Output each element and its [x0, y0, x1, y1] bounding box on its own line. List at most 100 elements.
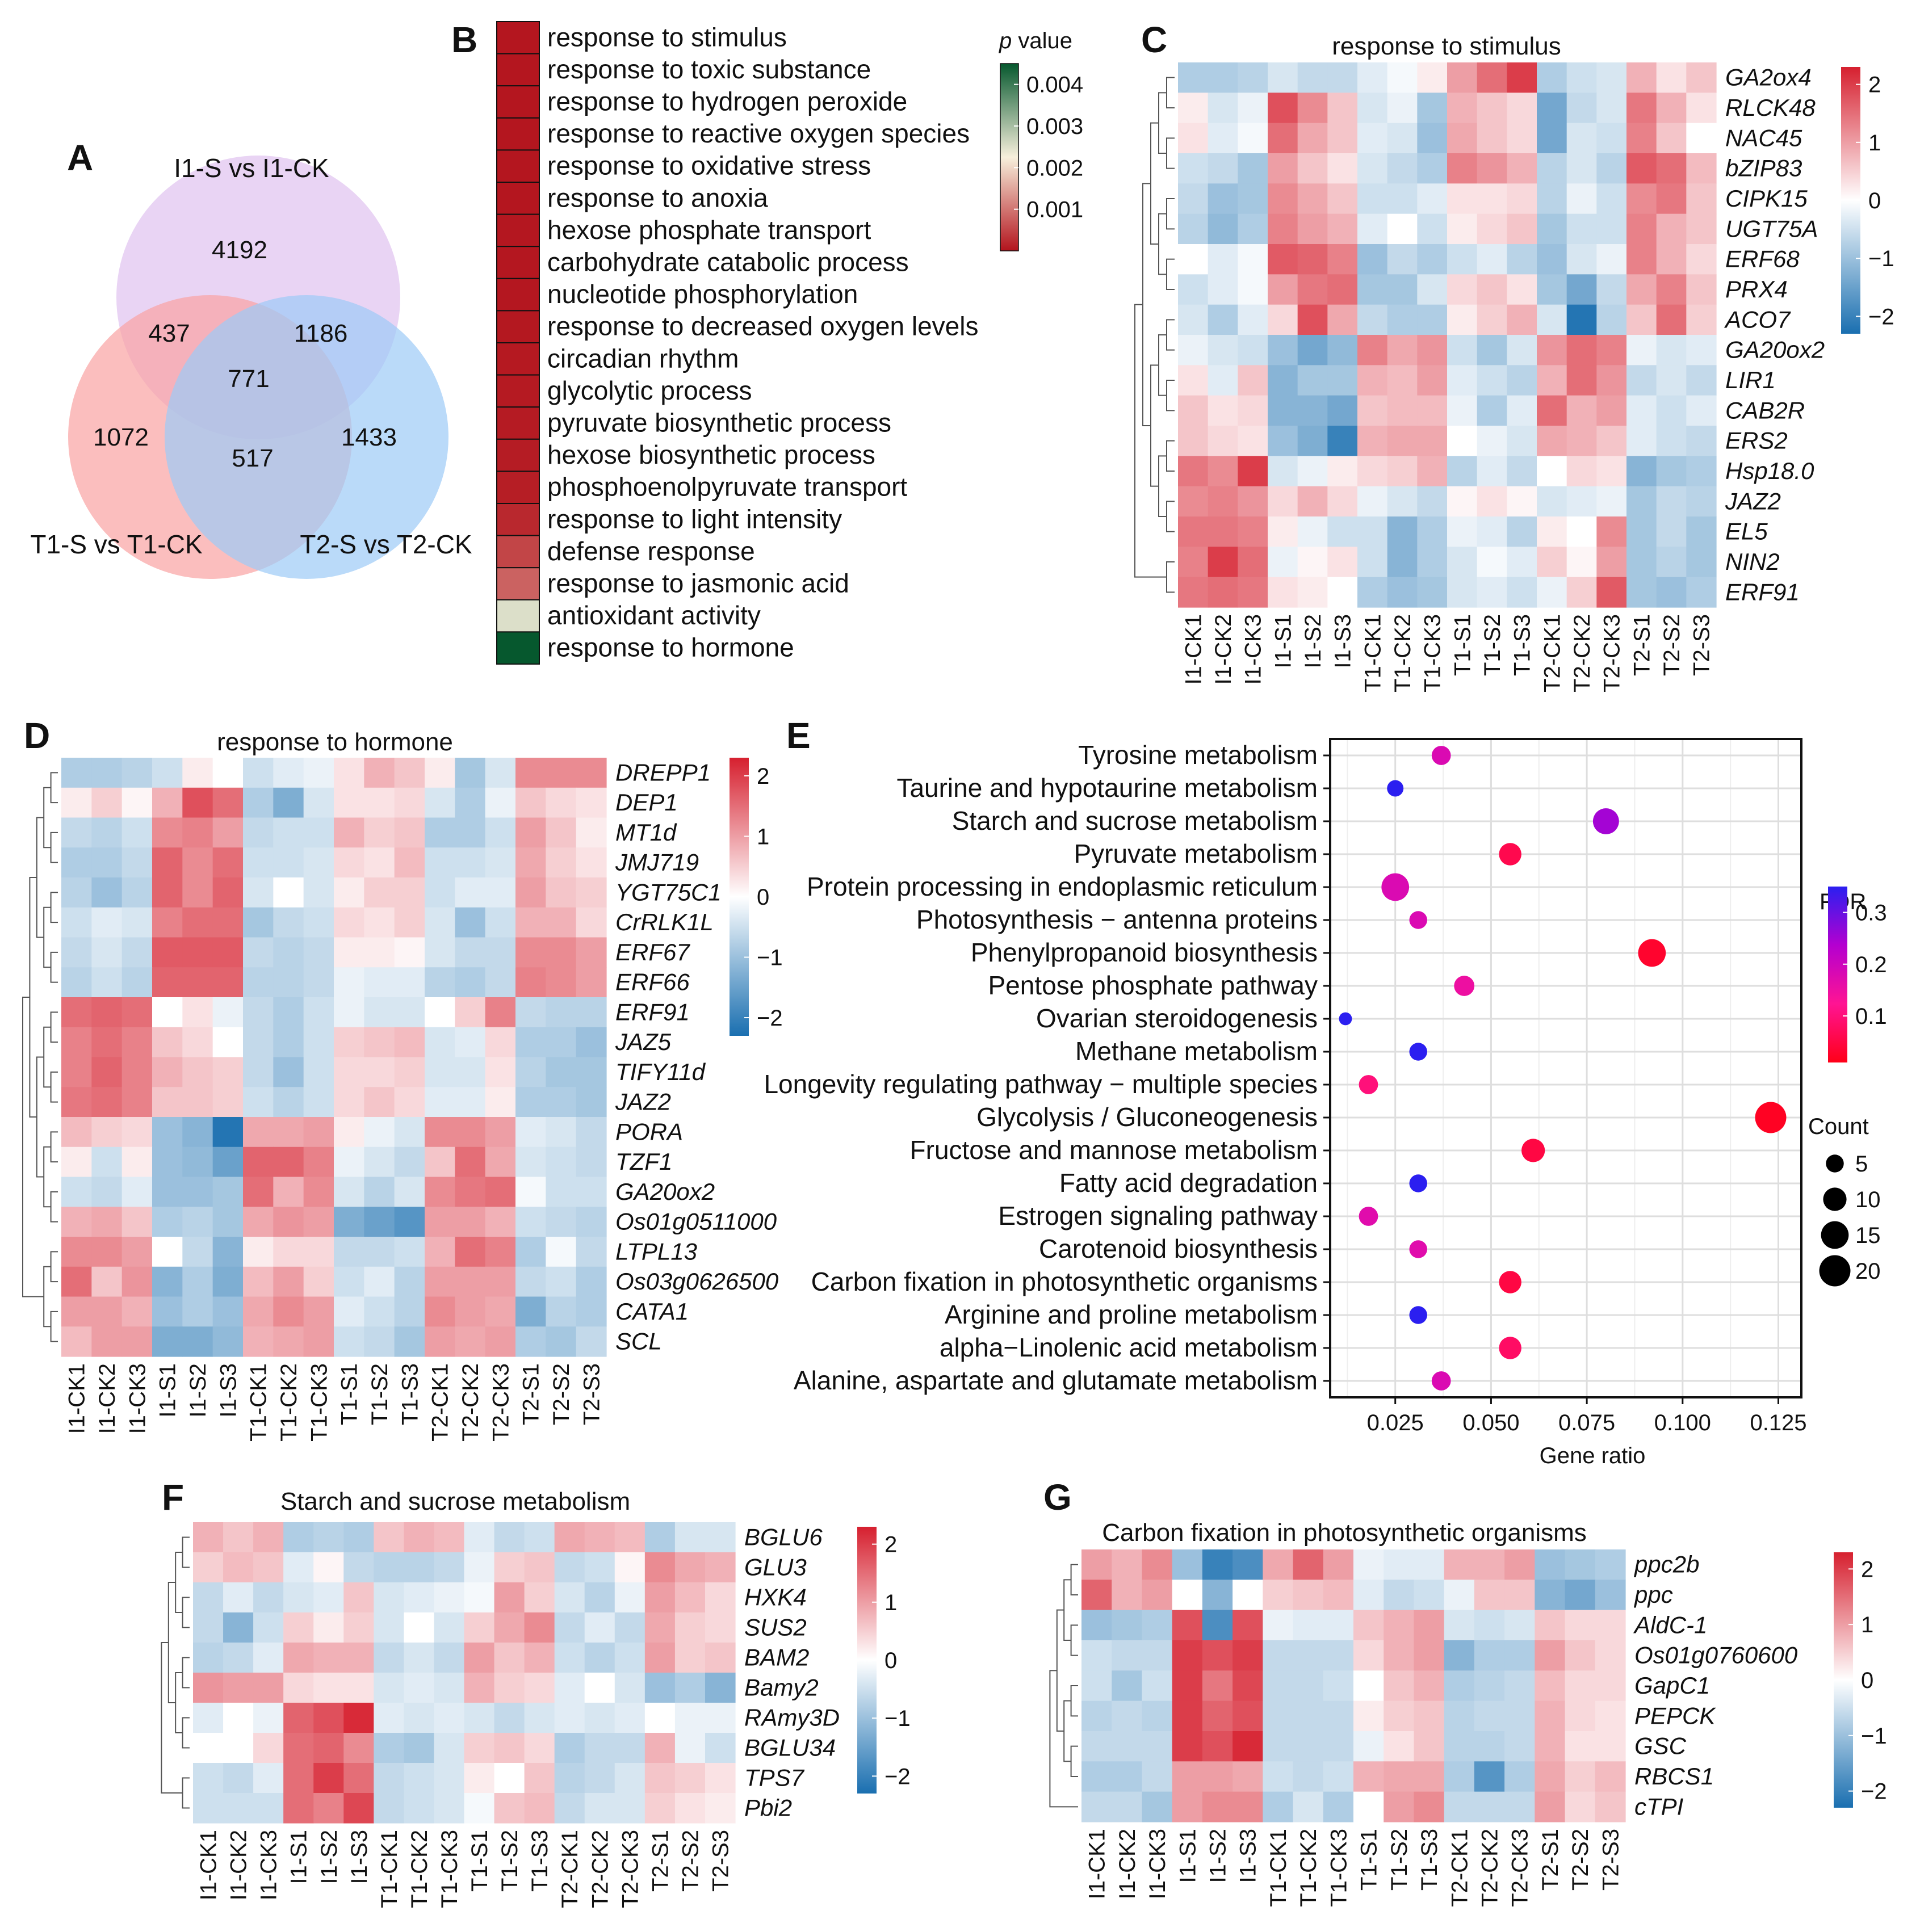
heatmap-cell: [1357, 244, 1388, 275]
heatmap-cell: [425, 1326, 455, 1357]
heatmap-cell: [576, 1146, 607, 1178]
column-label: I1-CK2: [1115, 1829, 1140, 1900]
heatmap-cell: [334, 1027, 364, 1058]
heatmap-cell: [1417, 153, 1448, 184]
heatmap-cell: [1323, 1610, 1354, 1641]
heatmap-cell: [1357, 456, 1388, 487]
heatmap-cell: [425, 1266, 455, 1297]
dendrogram-branch: [1158, 92, 1167, 154]
dendrogram-branch: [1150, 364, 1159, 487]
heatmap-cell: [1444, 1700, 1475, 1732]
go-term-cells: [496, 21, 540, 665]
bubble: [1499, 843, 1521, 866]
go-term-label: response to stimulus: [547, 22, 787, 52]
heatmap-cell: [1537, 304, 1567, 335]
column-label: I1-S1: [156, 1363, 181, 1418]
heatmap-cell: [464, 1673, 495, 1703]
heatmap-cell: [1414, 1791, 1445, 1822]
row-label: ACO7: [1724, 306, 1791, 333]
heatmap-cell: [1357, 486, 1388, 517]
go-term-label: glycolytic process: [547, 376, 752, 405]
heatmap-cell: [374, 1612, 404, 1643]
column-label: T2-S3: [1598, 1829, 1623, 1891]
pathway-label: Glycolysis / Gluconeogenesis: [976, 1102, 1318, 1132]
heatmap-cell: [546, 1117, 577, 1148]
pathway-label: Methane metabolism: [1075, 1036, 1318, 1066]
heatmap-cell: [464, 1763, 495, 1794]
heatmap-cell: [1504, 1549, 1535, 1580]
heatmap-cell: [515, 817, 546, 848]
heatmap-cell: [1566, 456, 1597, 487]
heatmap-cell: [394, 1177, 425, 1207]
heatmap-cell: [1566, 244, 1597, 275]
heatmap-cell: [1387, 62, 1418, 93]
heatmap-cell: [1507, 213, 1537, 245]
heatmap-cell: [425, 1117, 455, 1148]
heatmap-cell: [1268, 183, 1298, 215]
heatmap-cell: [91, 907, 123, 938]
heatmap-cell: [485, 1207, 516, 1237]
colorbar-tick-label: 2: [1861, 1557, 1873, 1582]
heatmap-cell: [364, 877, 395, 908]
heatmap-cell: [182, 758, 213, 788]
heatmap-cell: [1178, 456, 1209, 487]
heatmap-cell: [1444, 1761, 1475, 1792]
heatmap-cell: [1357, 335, 1388, 366]
heatmap-cell: [152, 847, 183, 878]
row-label: RBCS1: [1634, 1763, 1714, 1790]
dendrogram-branch: [29, 877, 37, 1118]
column-label: T2-S1: [1538, 1829, 1563, 1891]
heatmap-cell: [121, 1207, 153, 1237]
dendrogram-branch: [1063, 1579, 1071, 1641]
heatmap-cell: [1208, 365, 1238, 396]
column-label: I1-S2: [1206, 1829, 1231, 1883]
venn-count-i1-t1: 437: [148, 320, 190, 347]
heatmap-cell: [1507, 426, 1537, 456]
heatmap-cell: [1686, 153, 1717, 184]
heatmap-cell: [425, 787, 455, 818]
heatmap-cell: [61, 758, 92, 788]
row-label: ERF91: [1725, 578, 1800, 605]
heatmap-cell: [394, 787, 425, 818]
heatmap-g-title: Carbon fixation in photosynthetic organi…: [1102, 1519, 1587, 1547]
heatmap-cell: [193, 1673, 224, 1703]
heatmap-cell: [303, 1296, 334, 1327]
venn-count-i1-t2: 1186: [294, 320, 348, 347]
heatmap-cell: [1081, 1580, 1112, 1611]
heatmap-cell: [364, 817, 395, 848]
go-term-cell: [496, 631, 540, 665]
dendrogram-branch: [36, 817, 44, 938]
column-label: I1-CK3: [1145, 1829, 1170, 1900]
heatmap-cell: [1566, 516, 1597, 547]
row-label: ERS2: [1725, 427, 1788, 454]
heatmap-cell: [1417, 244, 1448, 275]
heatmap-cell: [152, 1057, 183, 1087]
dendrogram-branch: [1166, 319, 1175, 351]
row-label: LTPL13: [615, 1238, 697, 1265]
heatmap-cell: [303, 817, 334, 848]
heatmap-cell: [1596, 123, 1627, 154]
heatmap-cell: [121, 847, 153, 878]
heatmap-cell: [524, 1552, 555, 1583]
p-value-tick-label: 0.004: [1026, 73, 1083, 98]
heatmap-cell: [1208, 304, 1238, 335]
heatmap-cell: [1626, 426, 1657, 456]
heatmap-cell: [243, 997, 274, 1028]
heatmap-cell: [1384, 1549, 1415, 1580]
heatmap-cell: [554, 1673, 585, 1703]
dendrogram-branch: [167, 1582, 176, 1703]
row-label: GA20ox2: [615, 1178, 715, 1205]
heatmap-cell: [343, 1793, 374, 1824]
dendrogram-branch: [175, 1672, 183, 1733]
heatmap-d-title: response to hormone: [217, 728, 453, 756]
heatmap-cell: [253, 1793, 284, 1824]
heatmap-cell: [1596, 183, 1627, 215]
colorbar-tick-label: 1: [884, 1590, 897, 1615]
colorbar-tick-label: −1: [884, 1706, 911, 1731]
heatmap-cell: [674, 1612, 706, 1643]
heatmap-cell: [1565, 1700, 1596, 1732]
heatmap-cell: [1297, 123, 1328, 154]
heatmap-cell: [334, 877, 364, 908]
column-label: T1-CK1: [377, 1830, 402, 1908]
venn-set-label-t2: T2-S vs T2-CK: [300, 530, 472, 559]
